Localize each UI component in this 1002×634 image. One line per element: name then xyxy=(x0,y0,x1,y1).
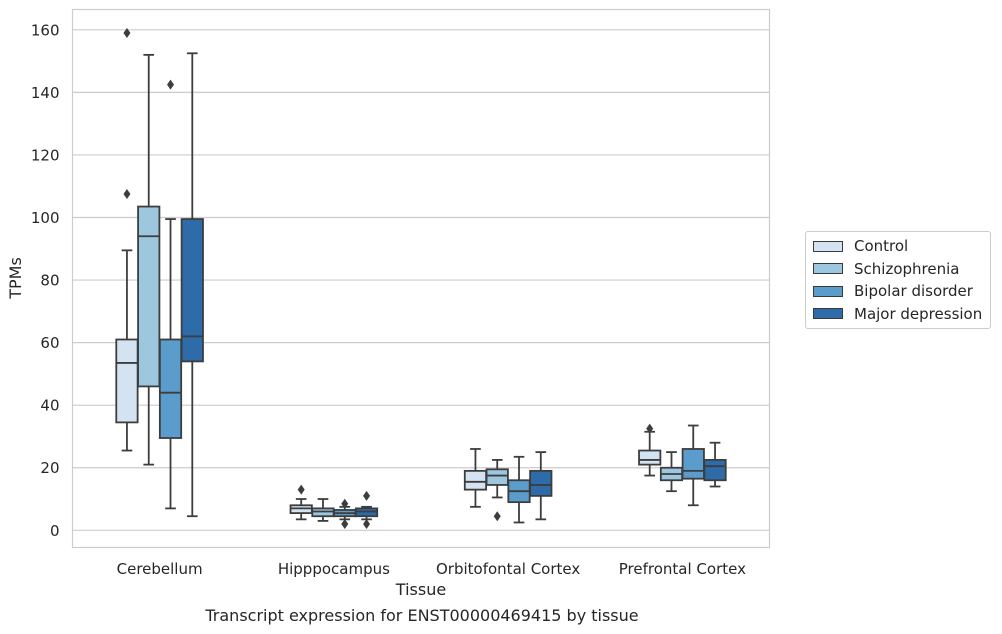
legend-label: Schizophrenia xyxy=(854,259,960,278)
iqr-box xyxy=(703,459,727,482)
outlier-point xyxy=(123,189,131,200)
y-tick-label: 80 xyxy=(40,272,59,290)
legend-label: Major depression xyxy=(854,304,983,323)
y-axis-ticks: 0 20 40 60 80 100 120 140 160 xyxy=(31,21,60,539)
iqr-box xyxy=(529,469,553,497)
iqr-box xyxy=(180,218,204,363)
series-bipolar-disorder xyxy=(158,79,705,530)
legend-label: Bipolar disorder xyxy=(854,282,973,301)
outlier-point xyxy=(363,490,371,501)
box xyxy=(529,451,553,521)
legend-item: Control xyxy=(806,235,990,258)
legend: Control Schizophrenia Bipolar disorder Majo… xyxy=(805,231,991,329)
outlier-point xyxy=(363,519,371,530)
iqr-box xyxy=(485,468,509,486)
y-tick-label: 0 xyxy=(50,522,60,540)
y-axis-label: TPMs xyxy=(6,257,25,300)
legend-swatch xyxy=(813,285,843,297)
outlier-point xyxy=(297,484,305,495)
x-axis-label: Tissue xyxy=(395,580,446,599)
iqr-box xyxy=(115,338,139,424)
box xyxy=(158,79,183,510)
outlier-point xyxy=(646,423,654,434)
legend-label: Control xyxy=(854,237,909,256)
box xyxy=(137,53,161,466)
x-tick-label: Prefrontal Cortex xyxy=(619,560,746,578)
y-tick-label: 40 xyxy=(40,397,59,415)
legend-item: Schizophrenia xyxy=(806,258,990,281)
y-tick-label: 100 xyxy=(31,209,60,227)
outlier-point xyxy=(493,511,501,522)
outlier-point xyxy=(341,519,349,530)
box xyxy=(354,490,379,530)
y-tick-label: 120 xyxy=(31,146,60,164)
box xyxy=(485,459,509,522)
box-series xyxy=(115,27,727,530)
y-tick-label: 60 xyxy=(40,334,59,352)
iqr-box xyxy=(463,469,488,491)
box xyxy=(180,52,204,518)
box xyxy=(681,424,705,507)
x-tick-label: Cerebellum xyxy=(117,560,203,578)
legend-item: Bipolar disorder xyxy=(806,280,990,303)
y-tick-label: 140 xyxy=(31,84,60,102)
gridlines xyxy=(72,29,770,531)
box xyxy=(638,423,662,477)
legend-item: Major depression xyxy=(806,303,990,326)
x-axis-ticks: Cerebellum Hipppocampus Orbitofontal Corte… xyxy=(117,560,746,578)
outlier-point xyxy=(123,27,131,38)
box xyxy=(703,441,727,488)
iqr-box xyxy=(638,449,662,466)
legend-swatch xyxy=(813,240,843,252)
y-tick-label: 160 xyxy=(31,21,60,39)
box xyxy=(333,498,357,530)
iqr-box xyxy=(681,448,705,480)
outlier-point xyxy=(167,79,175,90)
y-tick-label: 20 xyxy=(40,459,59,477)
box xyxy=(115,27,139,452)
iqr-box xyxy=(137,205,161,388)
legend-swatch xyxy=(813,263,843,275)
x-tick-label: Orbitofontal Cortex xyxy=(436,560,580,578)
iqr-box xyxy=(158,338,183,439)
series-schizophrenia xyxy=(137,53,684,522)
legend-swatch xyxy=(813,308,843,320)
series-control xyxy=(115,27,662,521)
outlier-point xyxy=(341,498,349,509)
x-tick-label: Hipppocampus xyxy=(278,560,390,578)
box xyxy=(289,484,313,521)
plot-area xyxy=(71,8,771,549)
series-major-depression xyxy=(180,52,727,530)
chart-caption: Transcript expression for ENST0000046941… xyxy=(205,606,639,625)
